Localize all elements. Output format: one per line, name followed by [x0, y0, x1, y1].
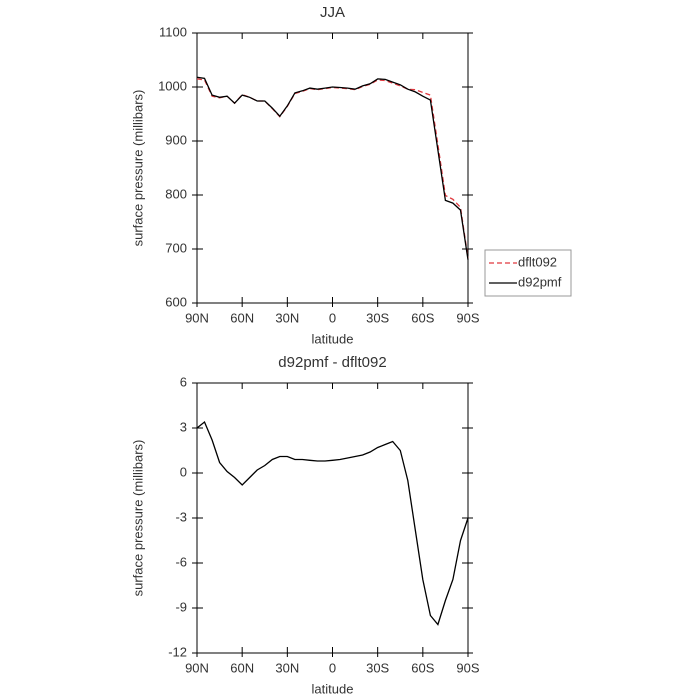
x-tick-label: 0: [329, 660, 336, 675]
x-tick-label: 30S: [366, 660, 389, 675]
x-axis-label: latitude: [312, 331, 354, 346]
x-tick-label: 30N: [275, 310, 299, 325]
series-line: [196, 76, 469, 260]
x-tick-label: 30N: [275, 660, 299, 675]
y-tick-label: 1000: [158, 78, 187, 93]
chart-title: d92pmf - dflt092: [278, 354, 386, 371]
series-line: [196, 78, 469, 259]
legend-label: dflt092: [518, 254, 557, 269]
plot-frame: [196, 382, 469, 654]
x-tick-label: 0: [329, 310, 336, 325]
x-tick-label: 60S: [411, 660, 434, 675]
y-tick-label: 1100: [159, 24, 187, 39]
x-tick-label: 90S: [456, 660, 479, 675]
x-tick-label: 30S: [366, 310, 389, 325]
legend-label: d92pmf: [518, 274, 562, 289]
y-tick-label: 6: [180, 374, 187, 389]
series-line: [196, 420, 469, 626]
legend-box: [484, 249, 572, 297]
y-tick-label: 800: [165, 186, 187, 201]
x-tick-label: 90N: [185, 310, 209, 325]
y-axis-label: surface pressure (millibars): [130, 90, 145, 247]
x-axis-label: latitude: [312, 681, 354, 696]
y-tick-label: -9: [175, 599, 187, 614]
y-tick-label: -3: [175, 509, 187, 524]
y-tick-label: -6: [175, 554, 187, 569]
x-tick-label: 60N: [230, 310, 254, 325]
y-tick-label: 600: [165, 294, 187, 309]
y-tick-label: 0: [180, 464, 187, 479]
y-tick-label: 700: [165, 240, 187, 255]
y-tick-label: 3: [180, 419, 187, 434]
y-tick-label: -12: [168, 644, 187, 659]
x-tick-label: 90N: [185, 660, 209, 675]
y-tick-label: 900: [165, 132, 187, 147]
chart-title: JJA: [320, 4, 345, 21]
plot-frame: [196, 32, 469, 304]
x-tick-label: 90S: [456, 310, 479, 325]
x-tick-label: 60S: [411, 310, 434, 325]
y-axis-label: surface pressure (millibars): [130, 440, 145, 597]
x-tick-label: 60N: [230, 660, 254, 675]
